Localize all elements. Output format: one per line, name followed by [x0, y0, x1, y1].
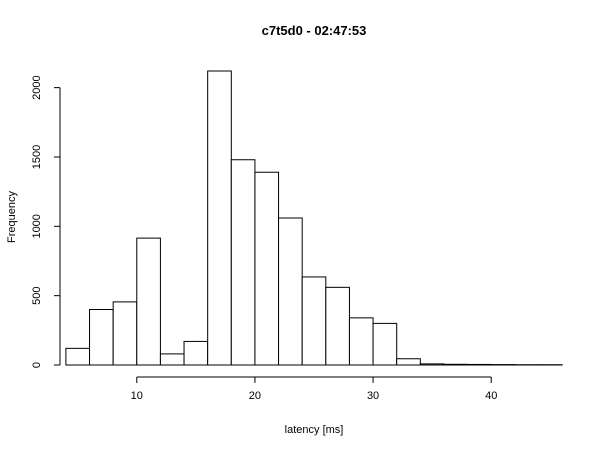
y-tick-label: 1000	[31, 214, 43, 238]
histogram-bar	[302, 277, 326, 365]
y-tick-label: 500	[31, 286, 43, 304]
histogram-bar	[160, 354, 184, 365]
histogram-bar	[66, 348, 90, 365]
histogram-bar	[113, 302, 137, 365]
histogram-bar	[255, 172, 279, 365]
chart-title: c7t5d0 - 02:47:53	[262, 23, 367, 38]
x-tick-label: 10	[131, 390, 143, 402]
y-axis-label: Frequency	[6, 191, 18, 243]
histogram-bar	[90, 310, 114, 365]
y-tick-label: 1500	[31, 145, 43, 169]
x-tick-label: 40	[485, 390, 497, 402]
histogram-bar	[326, 287, 350, 365]
histogram-bar	[468, 364, 492, 365]
y-axis: 0 500 1000 1500 2000	[31, 75, 60, 368]
x-axis-label: latency [ms]	[285, 424, 344, 436]
histogram-bar	[208, 71, 232, 365]
histogram-bars	[66, 71, 562, 365]
histogram-bar	[279, 218, 303, 365]
x-tick-label: 30	[367, 390, 379, 402]
histogram-bar	[137, 238, 161, 365]
histogram-bar	[444, 364, 468, 365]
x-tick-label: 20	[249, 390, 261, 402]
x-axis: 10 20 30 40	[131, 377, 498, 402]
histogram-bar	[397, 359, 421, 365]
y-tick-label: 0	[31, 362, 43, 368]
histogram-bar	[349, 318, 373, 365]
y-tick-label: 2000	[31, 75, 43, 99]
histogram-bar	[420, 364, 444, 365]
histogram-bar	[231, 160, 255, 365]
histogram-bar	[184, 341, 208, 365]
histogram-bar	[373, 323, 397, 365]
